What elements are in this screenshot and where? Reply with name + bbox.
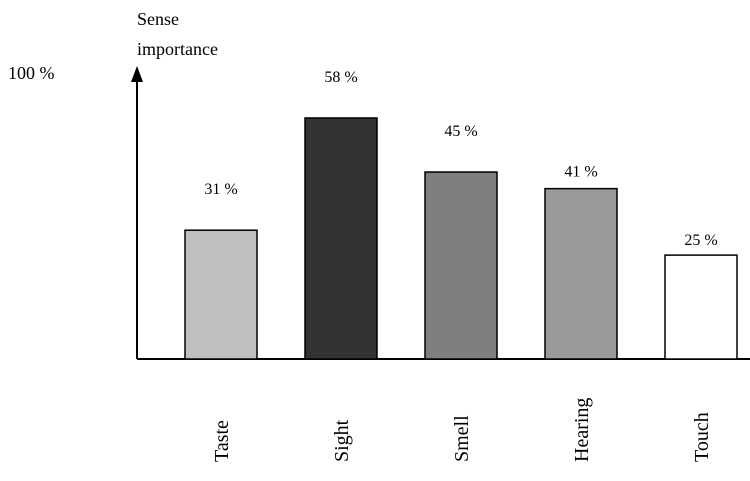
y-axis-title-line-1: Sense (137, 9, 179, 29)
bar-taste (184, 229, 258, 360)
value-label-touch: 25 % (684, 232, 717, 249)
bar-sight (304, 117, 378, 360)
value-label-smell: 45 % (444, 123, 477, 140)
value-label-taste: 31 % (204, 181, 237, 198)
value-label-sight: 58 % (324, 69, 357, 86)
y-axis-arrowhead (131, 66, 143, 82)
value-label-hearing: 41 % (564, 164, 597, 181)
category-label-hearing: Hearing (571, 398, 593, 462)
labels-layer: 31 % Taste 58 % Sight 45 % Smell 41 % Hearing 25… (204, 69, 717, 462)
y-max-label: 100 % (8, 63, 55, 83)
category-label-taste: Taste (211, 420, 233, 462)
bar-touch (664, 254, 738, 360)
category-label-touch: Touch (691, 412, 713, 462)
bar-smell (424, 171, 498, 360)
category-label-sight: Sight (331, 419, 353, 462)
category-label-smell: Smell (451, 415, 473, 462)
bars-layer (184, 117, 738, 360)
bar-hearing (544, 187, 618, 360)
y-axis-title-line-2: importance (137, 39, 218, 59)
